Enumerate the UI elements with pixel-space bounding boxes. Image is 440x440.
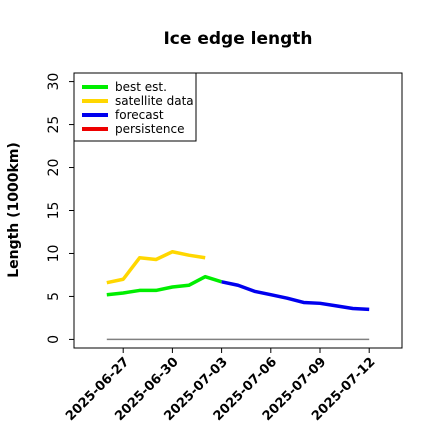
y-tick-label: 5 [46,292,62,301]
y-axis-label: Length (1000km) [6,142,22,278]
y-tick-label: 30 [46,73,62,91]
y-tick-label: 15 [46,202,62,220]
y-tick-label: 0 [46,335,62,344]
x-axis: 2025-06-272025-06-302025-07-032025-07-06… [63,348,379,424]
series-line-forecast [221,280,370,312]
y-tick-label: 20 [46,159,62,177]
legend-box [73,72,197,142]
chart-title: Ice edge length [163,29,312,49]
y-tick-label: 10 [46,245,62,263]
legend: best est.satellite dataforecastpersisten… [73,72,197,142]
legend-label-forecast: forecast [115,108,164,122]
series-line-satellite-data [106,250,206,285]
series-line-best-est [106,274,223,297]
y-axis: 0 5 10 15 20 25 30 [46,73,74,344]
y-tick-label: 25 [46,116,62,134]
legend-label-satellite-data: satellite data [115,94,194,108]
series-layer [106,250,370,341]
legend-label-persistence: persistence [115,122,184,136]
legend-label-best-est: best est. [115,80,167,94]
